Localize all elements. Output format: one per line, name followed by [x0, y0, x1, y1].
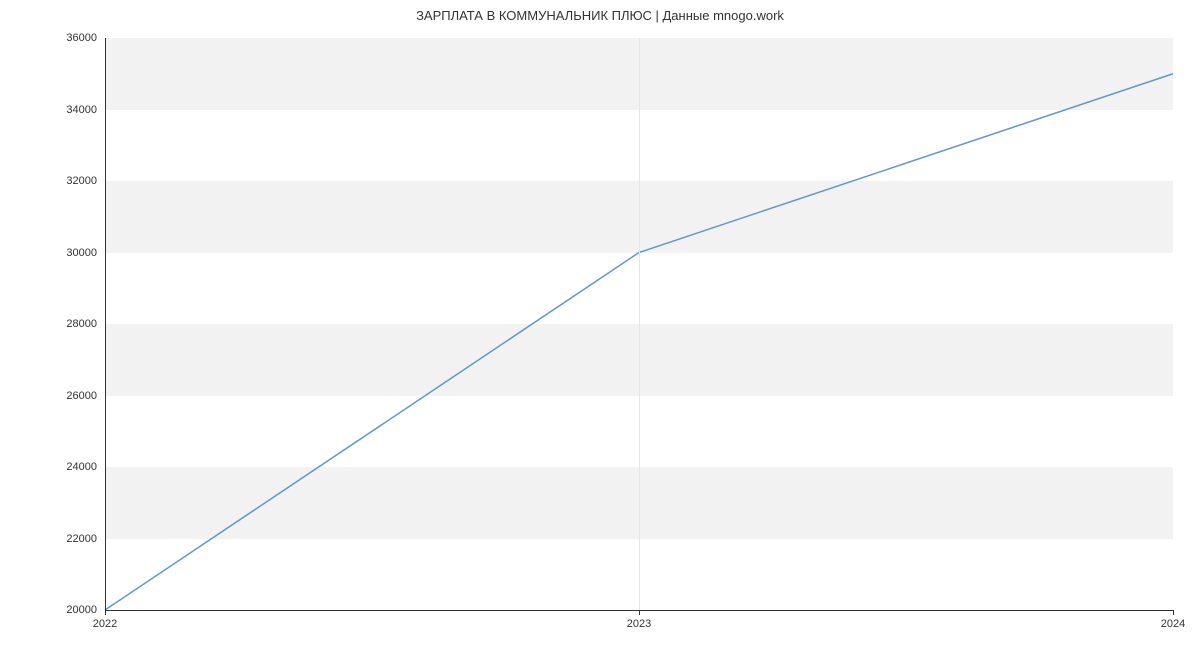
chart-title: ЗАРПЛАТА В КОММУНАЛЬНИК ПЛЮС | Данные mn… [0, 8, 1200, 23]
y-axis-tick-label: 36000 [66, 32, 105, 44]
y-axis-tick-label: 30000 [66, 247, 105, 259]
y-axis-line [105, 38, 106, 610]
y-axis-tick-label: 28000 [66, 318, 105, 330]
x-axis-tick-label: 2024 [1161, 610, 1185, 630]
y-axis-tick-label: 24000 [66, 461, 105, 473]
salary-line-chart: ЗАРПЛАТА В КОММУНАЛЬНИК ПЛЮС | Данные mn… [0, 0, 1200, 650]
y-axis-tick-label: 34000 [66, 104, 105, 116]
x-axis-tick-label: 2023 [627, 610, 651, 630]
y-axis-tick-label: 22000 [66, 533, 105, 545]
x-gridline [639, 38, 640, 610]
y-axis-tick-label: 32000 [66, 175, 105, 187]
y-axis-tick-label: 26000 [66, 390, 105, 402]
x-axis-tick-label: 2022 [93, 610, 117, 630]
x-axis-line [105, 610, 1173, 611]
plot-area: 2000022000240002600028000300003200034000… [105, 38, 1173, 610]
